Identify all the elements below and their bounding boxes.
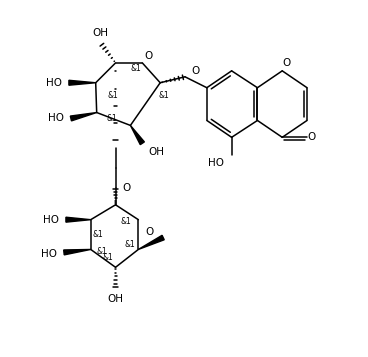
Text: &1: &1 bbox=[97, 247, 107, 256]
Polygon shape bbox=[64, 250, 91, 255]
Text: &1: &1 bbox=[158, 91, 169, 100]
Text: &1: &1 bbox=[103, 253, 113, 262]
Text: HO: HO bbox=[48, 114, 64, 124]
Text: OH: OH bbox=[93, 28, 109, 38]
Text: O: O bbox=[145, 227, 153, 237]
Polygon shape bbox=[130, 125, 144, 145]
Text: &1: &1 bbox=[107, 114, 117, 123]
Text: O: O bbox=[123, 183, 131, 193]
Text: O: O bbox=[307, 132, 315, 142]
Text: OH: OH bbox=[107, 294, 124, 304]
Text: HO: HO bbox=[208, 158, 224, 168]
Polygon shape bbox=[66, 217, 91, 222]
Text: &1: &1 bbox=[120, 217, 131, 226]
Text: &1: &1 bbox=[93, 230, 103, 239]
Text: HO: HO bbox=[43, 215, 59, 225]
Text: OH: OH bbox=[148, 147, 164, 157]
Polygon shape bbox=[138, 235, 164, 250]
Polygon shape bbox=[70, 112, 97, 121]
Text: &1: &1 bbox=[130, 64, 141, 73]
Text: O: O bbox=[192, 66, 200, 76]
Text: HO: HO bbox=[46, 78, 62, 88]
Text: &1: &1 bbox=[124, 240, 135, 249]
Text: &1: &1 bbox=[107, 91, 118, 100]
Text: HO: HO bbox=[41, 250, 57, 260]
Polygon shape bbox=[69, 80, 96, 85]
Text: O: O bbox=[282, 58, 290, 68]
Text: O: O bbox=[144, 51, 152, 61]
